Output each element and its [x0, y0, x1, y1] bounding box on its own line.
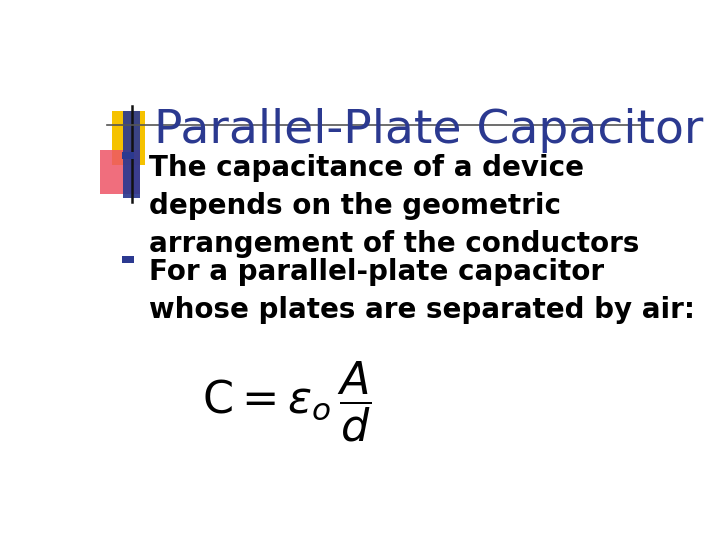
Bar	[122, 255, 133, 262]
Bar	[122, 152, 133, 159]
Text: $\mathrm{C} = \varepsilon_o \, \dfrac{A}{d}$: $\mathrm{C} = \varepsilon_o \, \dfrac{A}…	[202, 359, 372, 444]
Text: Parallel-Plate Capacitor: Parallel-Plate Capacitor	[154, 109, 703, 153]
Bar	[112, 111, 145, 165]
Bar	[124, 111, 140, 198]
Text: The capacitance of a device
depends on the geometric
arrangement of the conducto: The capacitance of a device depends on t…	[148, 154, 639, 258]
Bar	[100, 150, 140, 194]
Text: For a parallel-plate capacitor
whose plates are separated by air:: For a parallel-plate capacitor whose pla…	[148, 258, 695, 324]
